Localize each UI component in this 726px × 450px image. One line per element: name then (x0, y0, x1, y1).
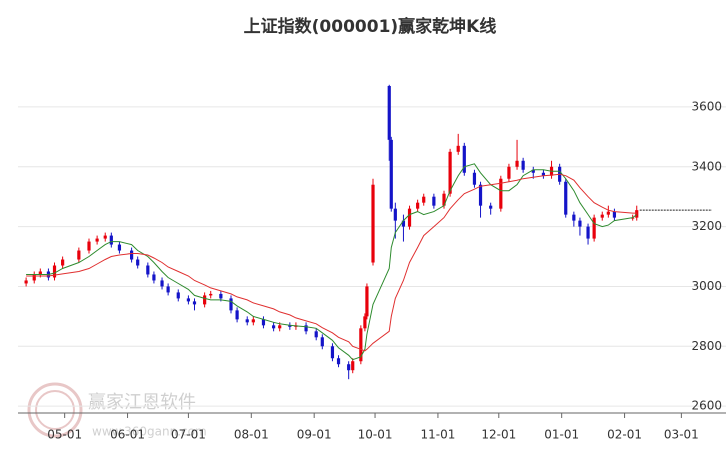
candle-body (393, 208, 397, 221)
x-tick-label: 12-01 (481, 428, 516, 442)
candle-body (592, 217, 596, 239)
candle-body (521, 160, 525, 170)
candle-body (209, 293, 213, 296)
candle-body (401, 220, 406, 227)
candle-body (261, 319, 266, 326)
candle-body (219, 293, 223, 299)
watermark-url: www.360gann.com (92, 425, 207, 439)
watermark-logo (27, 382, 83, 438)
candle-body (448, 151, 452, 194)
y-tick-label: 3000 (691, 279, 722, 293)
candle-body (95, 238, 99, 242)
candle-body (507, 166, 511, 179)
x-tick-label: 02-01 (607, 428, 642, 442)
candle-body (442, 193, 446, 206)
x-tick-label: 08-01 (234, 428, 269, 442)
candle-body (186, 298, 191, 302)
candle-body (564, 181, 568, 215)
candle-body (635, 210, 639, 218)
candle-body (203, 295, 207, 305)
candle-body (489, 205, 493, 209)
y-tick-label: 2600 (691, 399, 722, 413)
candle-body (117, 244, 122, 251)
candle-body (192, 301, 197, 305)
candle-body (586, 226, 590, 239)
candle-body (541, 172, 546, 176)
x-tick-label: 06-01 (110, 428, 145, 442)
candle-body (462, 145, 466, 173)
x-tick-label: 07-01 (171, 428, 206, 442)
candle-body (314, 331, 318, 338)
candle-body (320, 337, 324, 347)
moving-average-line (26, 173, 637, 352)
chart-title: 上证指数(000001)赢家乾坤K线 (244, 16, 497, 37)
candle-body (389, 139, 393, 209)
candle-body (130, 250, 134, 260)
candle-body (136, 259, 140, 266)
candle-body (146, 265, 150, 275)
candle-body (235, 310, 239, 320)
candle-body (61, 259, 65, 266)
candle-body (387, 85, 391, 140)
candle-body (166, 286, 170, 293)
candle-body (32, 274, 36, 281)
x-tick-label: 01-01 (544, 428, 579, 442)
candle-body (578, 220, 582, 227)
candle-body (572, 214, 576, 221)
candle-body (600, 214, 604, 218)
candle-body (103, 235, 107, 239)
candle-body (531, 169, 535, 173)
candle-body (304, 325, 308, 332)
candle-body (288, 325, 292, 327)
candle-body (152, 274, 156, 281)
candle-body (351, 361, 355, 371)
candle-body (24, 280, 28, 284)
candle-body (606, 211, 610, 215)
y-tick-label: 3200 (691, 219, 722, 233)
moving-average-line (26, 163, 637, 361)
x-tick-label: 09-01 (297, 428, 332, 442)
candle-body (365, 286, 369, 317)
candle-body (363, 316, 367, 329)
candle-body (87, 241, 91, 251)
candle-body (472, 172, 477, 185)
candle-body (109, 235, 113, 245)
watermark-name: 赢家江恩软件 (88, 391, 196, 413)
candle-body (359, 328, 363, 362)
candle-body (52, 265, 57, 278)
candle-body (160, 280, 164, 287)
x-tick-label: 05-01 (47, 428, 82, 442)
candle-body (407, 208, 412, 227)
watermark-logo-inner (35, 390, 75, 430)
candle-body (347, 364, 351, 371)
candle-body (456, 145, 460, 152)
y-tick-label: 2800 (691, 339, 722, 353)
candle-body (251, 319, 255, 323)
candle-body (478, 184, 483, 206)
candle-body (336, 358, 341, 365)
x-tick-label: 11-01 (420, 428, 455, 442)
candle-body (330, 346, 335, 359)
candle-body (245, 319, 249, 323)
y-tick-label: 3600 (691, 99, 722, 113)
x-tick-label: 03-01 (664, 428, 699, 442)
candle-body (631, 217, 635, 219)
candle-body (272, 325, 276, 329)
candle-body (77, 250, 81, 260)
watermark: 赢家江恩软件 www.360gann.com (27, 382, 207, 439)
candle-body (38, 271, 42, 275)
candle-body (416, 202, 420, 209)
x-tick-label: 10-01 (358, 428, 393, 442)
candle-body (278, 325, 282, 329)
candle-body (432, 196, 436, 206)
candle-body (229, 298, 233, 311)
candle-body (371, 184, 375, 263)
candle-body (176, 292, 180, 299)
y-tick-label: 3400 (691, 159, 722, 173)
candle-body (515, 160, 519, 167)
candle-body (499, 178, 503, 209)
candle-body (422, 196, 426, 203)
candle-body (612, 211, 617, 218)
